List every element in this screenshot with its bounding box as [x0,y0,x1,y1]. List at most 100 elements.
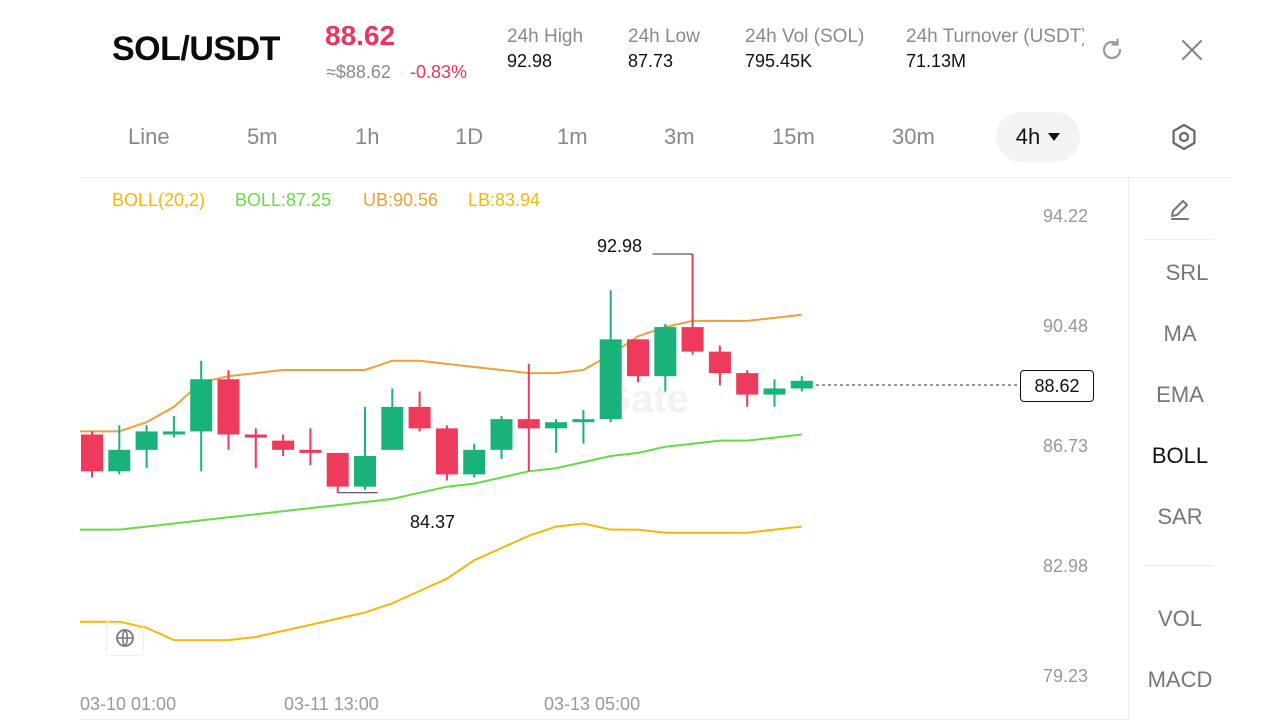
candle [162,416,185,438]
chart-tool-button[interactable] [106,620,144,656]
tab-15m[interactable]: 15m [772,124,815,149]
boll-upper-value: UB:90.56 [363,190,439,210]
candle [217,370,240,450]
indicator-boll[interactable]: BOLL [1151,443,1209,468]
candle [108,425,131,475]
candle-body [190,379,213,432]
indicator-ma[interactable]: MA [1163,321,1197,346]
stat-value: 87.73 [628,51,674,71]
draw-tool-button[interactable] [1164,193,1196,225]
stat-label: 24h Vol (SOL) [745,26,865,47]
current-price-tag: 88.62 [1020,370,1094,402]
candle [408,391,431,432]
settings-hexagon-icon [1172,123,1196,151]
usd-approx-price: ≈$88.62 [326,62,391,82]
y-axis-label: 82.98 [1043,556,1089,576]
candle [681,254,704,355]
stat-24h-high: 24h High 92.98 [507,26,583,72]
globe-icon [116,629,134,647]
x-axis-label: 03-11 13:00 [284,694,379,714]
candle-body [463,449,486,475]
candle-body [81,434,103,472]
tab-4h-dropdown[interactable]: 4h [996,112,1080,162]
candle-body [490,419,513,450]
y-axis-label: 86.73 [1043,436,1089,456]
candle-body [790,380,813,389]
candle-body [654,327,677,377]
divider [80,177,1232,178]
candle [272,434,295,456]
candle [627,339,649,383]
stat-24h-turnover: 24h Turnover (USDT) 71.13M [906,26,1084,72]
refresh-button[interactable] [1096,34,1128,66]
y-axis-label: 79.23 [1043,666,1089,686]
tab-1m[interactable]: 1m [557,124,588,149]
candle [354,406,376,490]
candle-body [272,440,295,450]
divider [1128,178,1129,720]
candle [326,452,349,493]
candle-body [627,339,649,377]
candle [790,376,813,392]
boll-lower-value: LB:83.94 [468,190,541,210]
candle-body [135,431,158,450]
price-change-percent: -0.83% [410,62,468,82]
candle-body [708,351,731,374]
candle-body [381,406,404,450]
candle-body [681,327,704,352]
stat-24h-low: 24h Low 87.73 [628,26,700,72]
candle [763,379,786,407]
candle-body [736,373,759,395]
indicator-macd[interactable]: MACD [1147,667,1213,692]
candle [463,443,486,478]
candle-body [763,388,786,395]
tab-line[interactable]: Line [128,124,170,149]
candle [490,416,513,460]
candle [244,428,267,469]
candle-body [545,422,568,429]
stat-label: 24h Turnover (USDT) [906,26,1084,47]
candle-body [354,455,376,487]
candle-body [299,449,322,453]
tab-5m[interactable]: 5m [247,124,278,149]
chevron-down-icon [1048,133,1061,141]
candle [190,360,213,472]
stat-label: 24h High [507,26,584,47]
boll-lb-line [80,522,802,642]
indicator-ema[interactable]: EMA [1156,382,1204,407]
tab-1h[interactable]: 1h [355,124,380,149]
stat-label: 24h Low [628,26,700,47]
candlestick-chart[interactable]: Gate [80,200,1128,680]
candle [81,431,103,478]
stat-value: 71.13M [906,51,967,71]
candle [517,363,540,472]
divider [1144,565,1214,566]
candle [135,425,158,469]
candle [736,370,759,407]
close-button[interactable] [1176,34,1208,66]
indicator-sar[interactable]: SAR [1157,504,1203,529]
trading-pair-title: SOL/USDT [112,30,280,68]
x-axis-label: 03-13 05:00 [544,694,641,714]
tab-3m[interactable]: 3m [664,124,695,149]
last-price: 88.62 [325,20,396,51]
boll-mid-value: BOLL:87.25 [235,190,332,210]
tab-1d[interactable]: 1D [455,124,484,149]
candle-body [517,419,540,429]
indicator-srl[interactable]: SRL [1165,260,1209,285]
candle-body [108,449,131,472]
indicator-vol[interactable]: VOL [1157,606,1203,631]
tab-4h-label: 4h [1015,124,1041,149]
candle [708,345,731,386]
y-axis-label: 90.48 [1043,316,1089,336]
candle-body [408,406,431,429]
candle [654,324,677,392]
candle [381,388,404,450]
candle-body [244,434,267,438]
y-axis-label: 94.22 [1043,206,1089,226]
tab-30m[interactable]: 30m [892,124,935,149]
candle-body [599,339,622,420]
candle [545,419,568,453]
low-marker-label: 84.37 [410,512,456,532]
chart-settings-button[interactable] [1168,121,1200,153]
